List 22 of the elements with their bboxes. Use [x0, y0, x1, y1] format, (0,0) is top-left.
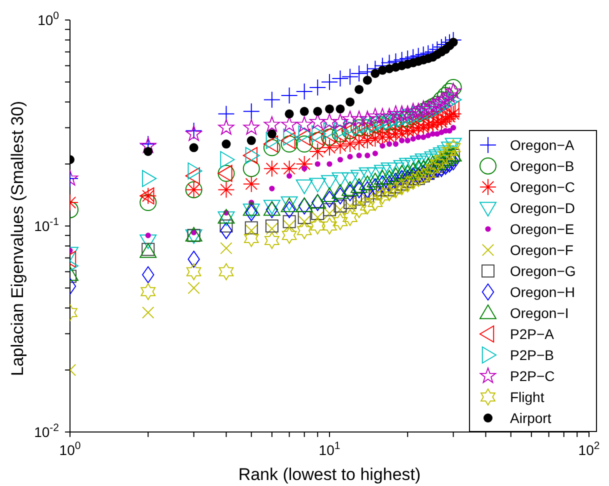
y-tick-label: 10$^{-1}$	[34, 216, 60, 234]
legend-label: Oregon−C	[510, 178, 575, 194]
x-tick-label: 10$^{0}$	[59, 440, 81, 458]
legend-label: Flight	[510, 388, 544, 404]
y-tick-label: 10$^{-2}$	[34, 422, 60, 440]
x-axis-title: Rank (lowest to highest)	[238, 465, 421, 484]
legend-label: Oregon−E	[510, 220, 574, 236]
legend-label: P2P−C	[510, 368, 555, 384]
legend-label: Oregon−H	[510, 284, 575, 300]
legend-label: Oregon−F	[510, 242, 574, 258]
legend-label: P2P−B	[510, 346, 554, 362]
y-axis-title: Laplacian Eigenvalues (Smallest 30)	[8, 101, 28, 376]
legend-label: Oregon−A	[510, 136, 574, 152]
legend-label: Oregon−I	[510, 304, 569, 320]
y-tick-label: 10$^{0}$	[38, 10, 60, 28]
legend-label: Oregon−B	[510, 158, 574, 174]
x-tick-label: 10$^{1}$	[318, 440, 340, 458]
legend-label: Oregon−G	[510, 262, 576, 278]
x-tick-label: 10$^{2}$	[578, 440, 600, 458]
legend-label: P2P−A	[510, 326, 554, 342]
legend-label: Airport	[510, 410, 552, 426]
legend-label: Oregon−D	[510, 200, 575, 216]
